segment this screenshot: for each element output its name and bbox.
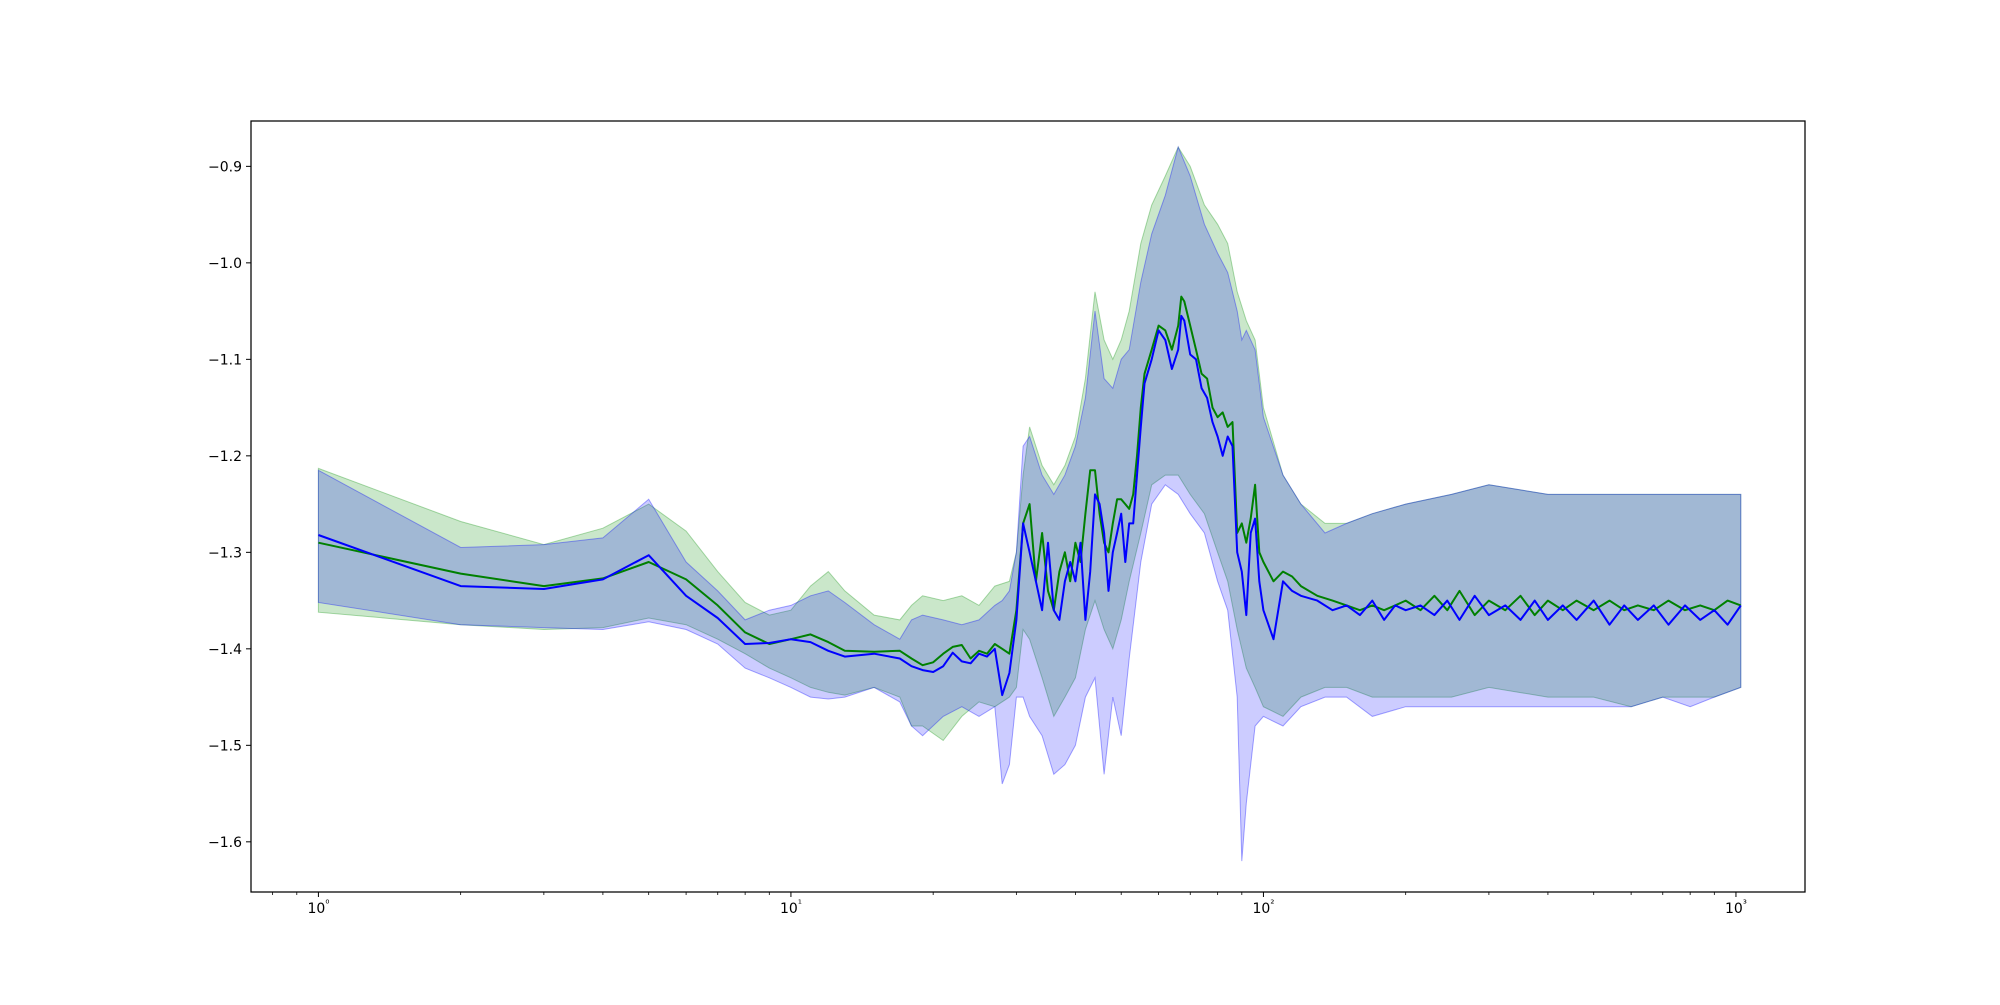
y-tick-label: −1.2: [208, 449, 242, 465]
y-tick-label: −0.9: [208, 159, 242, 175]
x-tick-label: 10¹: [780, 899, 802, 917]
y-tick-label: −1.3: [208, 545, 242, 561]
y-axis-ticks: −0.9 −1.0 −1.1 −1.2 −1.3 −1.4 −1.5 −1.6: [208, 159, 251, 851]
y-tick-label: −1.4: [208, 642, 242, 658]
y-tick-label: −1.6: [208, 835, 242, 851]
series-line-1: [318, 295, 1742, 667]
x-tick-label: 10³: [1725, 899, 1747, 917]
series-lines: [318, 295, 1742, 697]
series-line-2: [318, 314, 1742, 697]
y-tick-label: −1.1: [208, 352, 242, 368]
y-tick-label: −1.5: [208, 738, 242, 754]
plot-frame: [250, 120, 1806, 893]
x-tick-label: 10⁰: [307, 899, 329, 917]
band-1: [317, 146, 1742, 742]
x-tick-label: 10²: [1253, 899, 1275, 917]
y-tick-label: −1.0: [208, 256, 242, 272]
